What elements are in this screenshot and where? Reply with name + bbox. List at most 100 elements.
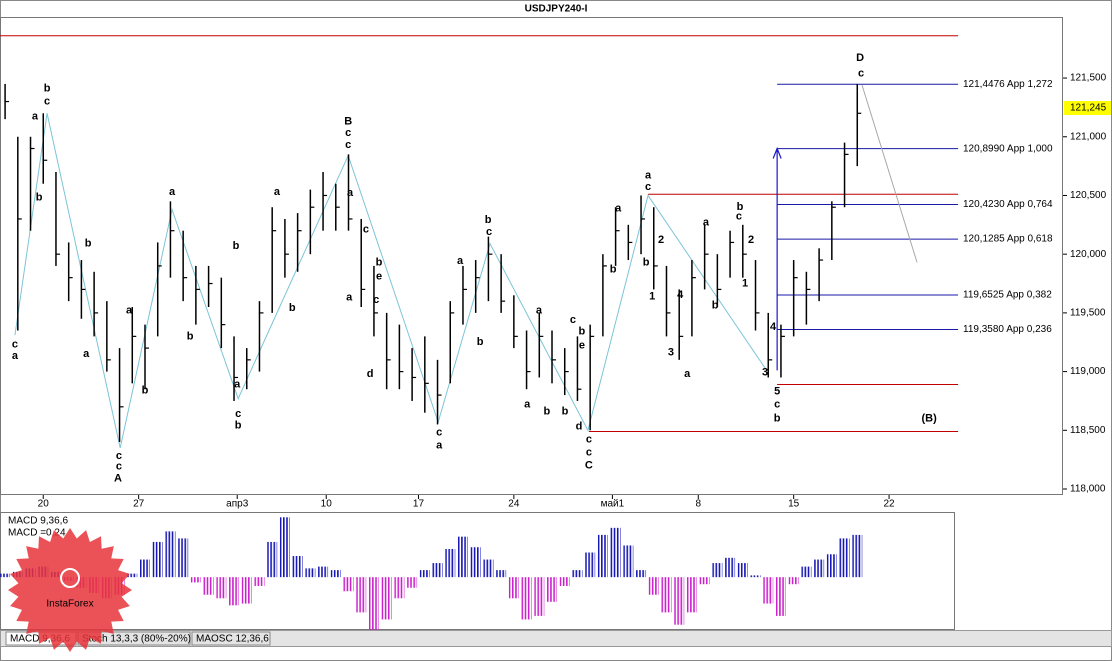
wave-label: 3 — [668, 347, 674, 359]
last-price-tag — [1064, 100, 1111, 115]
wave-label: c — [363, 223, 369, 235]
macd-bar — [826, 554, 837, 578]
wave-label: a — [169, 186, 176, 198]
wave-label: 4 — [677, 289, 684, 301]
macd-value: MACD =0,24 — [8, 528, 66, 539]
wave-label: 3 — [762, 367, 768, 379]
x-tick-label: 24 — [508, 499, 520, 510]
macd-bar — [127, 573, 138, 578]
wave-label: b — [485, 214, 492, 226]
macd-bar — [470, 547, 481, 578]
wave-label: c — [12, 338, 18, 350]
macd-bar — [534, 577, 545, 616]
wave-label: c — [116, 450, 122, 462]
macd-bar — [483, 559, 494, 578]
wave-label: c — [586, 447, 592, 459]
macd-bar — [597, 534, 608, 578]
wave-label: 2 — [748, 234, 754, 246]
wave-label: (B) — [921, 412, 937, 424]
wave-label: c — [486, 226, 492, 238]
wave-label: b — [44, 83, 51, 95]
wave-label: A — [114, 472, 122, 484]
fib-label: 121,4476 App 1,272 — [963, 79, 1053, 90]
macd-bar — [572, 570, 583, 578]
indicator-tab-label[interactable]: Stoch 13,3,3 (80%-20%) — [82, 634, 191, 645]
wave-label: a — [436, 439, 443, 451]
macd-bar — [712, 563, 723, 578]
wave-label: a — [347, 187, 354, 199]
macd-bar — [610, 527, 621, 578]
macd-bar — [343, 577, 354, 592]
macd-bar — [686, 577, 697, 613]
x-tick-label: 10 — [321, 499, 333, 510]
wave-label: b — [233, 240, 240, 252]
wave-label: c — [345, 127, 351, 139]
macd-bar — [165, 531, 176, 578]
macd-bar — [229, 577, 240, 606]
macd-bar — [788, 577, 799, 585]
wave-label: c — [858, 67, 864, 79]
target-arrow — [772, 146, 782, 371]
macd-bar — [674, 577, 685, 625]
wave-label: c — [774, 398, 780, 410]
macd-bar — [814, 559, 825, 578]
watermark-badge — [8, 528, 132, 652]
wave-label: b — [579, 326, 586, 338]
x-tick-label: апр3 — [226, 499, 249, 510]
wave-label: B — [344, 115, 352, 127]
wave-label: b — [85, 238, 92, 250]
wave-label: c — [736, 211, 742, 223]
wave-label: a — [83, 348, 90, 360]
watermark-text: InstaForex — [46, 599, 93, 610]
wave-label: a — [615, 202, 622, 214]
wave-label: e — [579, 340, 585, 352]
wave-label: 2 — [658, 234, 664, 246]
fib-label: 120,4230 App 0,764 — [963, 199, 1053, 210]
indicator-tab[interactable] — [191, 631, 271, 646]
macd-bar — [241, 577, 252, 604]
macd-bar — [585, 552, 596, 578]
wave-label: c — [645, 181, 651, 193]
wave-label: b — [36, 192, 43, 204]
wave-label: b — [544, 405, 551, 417]
y-tick-label: 119,000 — [1070, 366, 1106, 377]
fib-label: 119,6525 App 0,382 — [963, 290, 1052, 301]
macd-bar — [152, 541, 163, 578]
wave-label: c — [44, 95, 50, 107]
wave-label: 5 — [774, 385, 780, 397]
wave-label: c — [116, 461, 122, 473]
fib-label: 119,3580 App 0,236 — [963, 324, 1052, 335]
macd-bar — [330, 570, 341, 578]
wave-label: e — [376, 270, 382, 282]
wave-label: a — [274, 186, 281, 198]
chart-title: USDJPY240-I — [525, 4, 588, 15]
macd-bar — [725, 557, 736, 578]
fib-label: 120,8990 App 1,000 — [963, 143, 1053, 154]
macd-bar — [0, 573, 11, 578]
macd-bar — [547, 577, 558, 602]
macd-bar — [368, 577, 379, 630]
y-tick-label: 120,000 — [1070, 249, 1107, 260]
indicator-tab-label[interactable]: MAOSC 12,36,6 — [196, 634, 269, 645]
macd-bar — [279, 517, 290, 578]
projection-line — [861, 84, 918, 263]
macd-bar — [216, 577, 227, 599]
y-tick-label: 119,500 — [1070, 308, 1106, 319]
macd-bar — [305, 568, 316, 578]
wave-label: 4 — [770, 321, 777, 333]
macd-bar — [432, 563, 443, 578]
wave-label: a — [234, 378, 241, 390]
x-tick-label: 22 — [884, 499, 896, 510]
wave-label: b — [376, 256, 383, 268]
wave-label: a — [12, 350, 19, 362]
wave-label: b — [187, 330, 194, 342]
macd-bar — [763, 577, 774, 604]
wave-label: c — [345, 139, 351, 151]
wave-label: a — [684, 368, 691, 380]
wave-label: 1 — [742, 277, 748, 289]
macd-bar — [356, 577, 367, 613]
wave-label: b — [610, 263, 617, 275]
wave-label: b — [562, 405, 569, 417]
macd-bar — [203, 577, 214, 595]
